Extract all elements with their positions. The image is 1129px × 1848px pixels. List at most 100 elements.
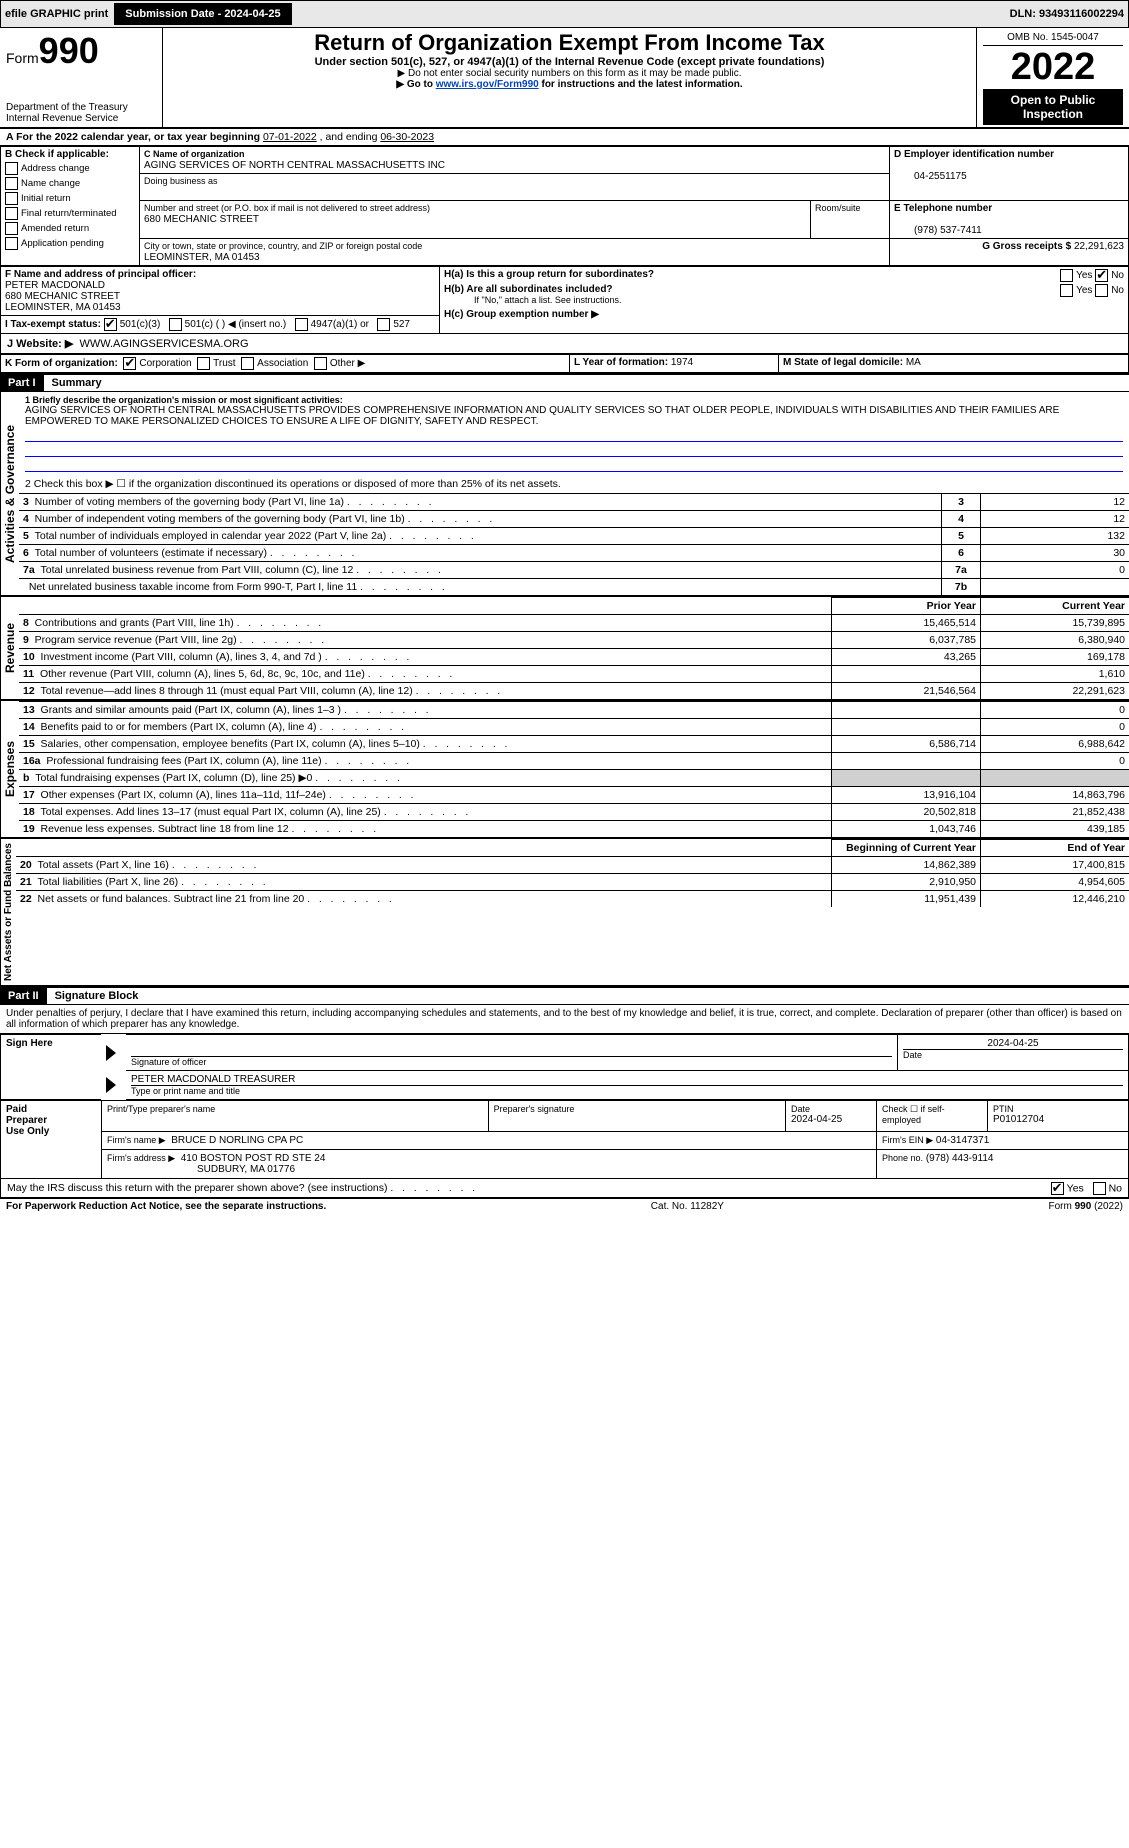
ssn-warning: ▶ Do not enter social security numbers o… <box>169 68 970 79</box>
table-row: 22 Net assets or fund balances. Subtract… <box>16 891 1129 908</box>
dba-label: Doing business as <box>144 176 218 186</box>
page-footer: For Paperwork Reduction Act Notice, see … <box>0 1198 1129 1214</box>
hb-no-checkbox[interactable] <box>1095 284 1108 297</box>
officer-typed-name: PETER MACDONALD TREASURER <box>131 1074 1123 1085</box>
part2-header-row: Part II Signature Block <box>0 987 1129 1005</box>
officer-name: PETER MACDONALD <box>5 280 105 291</box>
form-number: Form990 <box>6 30 156 72</box>
box-b-item: Name change <box>5 177 135 190</box>
corp-checkbox[interactable] <box>123 357 136 370</box>
revenue-table: Prior YearCurrent Year 8 Contributions a… <box>19 597 1129 699</box>
box-b-item: Address change <box>5 162 135 175</box>
h-b-row: H(b) Are all subordinates included? Yes … <box>444 284 1124 295</box>
footer-mid: Cat. No. 11282Y <box>651 1201 724 1212</box>
submission-date-button[interactable]: Submission Date - 2024-04-25 <box>114 3 291 25</box>
preparer-date: 2024-04-25 <box>791 1114 871 1125</box>
table-row: 3 Number of voting members of the govern… <box>19 494 1129 511</box>
footer-left: For Paperwork Reduction Act Notice, see … <box>6 1201 326 1212</box>
box-i-label: I Tax-exempt status: <box>5 319 101 330</box>
dept-treasury: Department of the Treasury <box>6 102 156 113</box>
prior-year-header: Prior Year <box>832 598 981 615</box>
ptin-value: P01012704 <box>993 1114 1123 1125</box>
table-row: 5 Total number of individuals employed i… <box>19 528 1129 545</box>
declaration-text: Under penalties of perjury, I declare th… <box>0 1005 1129 1034</box>
hb-yes-checkbox[interactable] <box>1060 284 1073 297</box>
501c-checkbox[interactable] <box>169 318 182 331</box>
efile-topbar: efile GRAPHIC print Submission Date - 20… <box>0 0 1129 28</box>
line1-label: 1 Briefly describe the organization's mi… <box>25 395 1123 405</box>
side-governance: Activities & Governance <box>0 392 19 595</box>
officer-city: LEOMINSTER, MA 01453 <box>5 302 121 313</box>
firm-name: BRUCE D NORLING CPA PC <box>171 1135 303 1146</box>
box-f-label: F Name and address of principal officer: <box>5 269 196 280</box>
arrow-icon <box>106 1077 116 1093</box>
table-row: 20 Total assets (Part X, line 16)14,862,… <box>16 857 1129 874</box>
firm-addr1: 410 BOSTON POST RD STE 24 <box>181 1153 326 1164</box>
discuss-no-checkbox[interactable] <box>1093 1182 1106 1195</box>
dln-label: DLN: 93493116002294 <box>1010 8 1124 20</box>
footer-right: Form 990 (2022) <box>1049 1201 1123 1212</box>
checkbox[interactable] <box>5 192 18 205</box>
side-revenue: Revenue <box>0 597 19 699</box>
part2-badge: Part II <box>0 988 47 1004</box>
klm-row: K Form of organization: Corporation Trus… <box>0 354 1129 374</box>
501c3-checkbox[interactable] <box>104 318 117 331</box>
box-b-item: Final return/terminated <box>5 207 135 220</box>
paid-preparer-label: Paid Preparer Use Only <box>1 1101 102 1179</box>
website-url: WWW.AGINGSERVICESMA.ORG <box>79 338 248 350</box>
table-row: 4 Number of independent voting members o… <box>19 511 1129 528</box>
discuss-yes-checkbox[interactable] <box>1051 1182 1064 1195</box>
efile-label: efile GRAPHIC print <box>5 8 108 20</box>
preparer-date-header: Date <box>791 1104 871 1114</box>
begin-year-header: Beginning of Current Year <box>832 840 981 857</box>
expenses-section: Expenses 13 Grants and similar amounts p… <box>0 701 1129 839</box>
checkbox[interactable] <box>5 207 18 220</box>
checkbox[interactable] <box>5 162 18 175</box>
other-checkbox[interactable] <box>314 357 327 370</box>
table-row: 16a Professional fundraising fees (Part … <box>19 753 1129 770</box>
phone-value: (978) 537-7411 <box>894 225 982 236</box>
irs-link[interactable]: www.irs.gov/Form990 <box>436 79 539 90</box>
open-public-badge: Open to Public Inspection <box>983 89 1123 125</box>
table-row: 18 Total expenses. Add lines 13–17 (must… <box>19 804 1129 821</box>
paid-preparer-block: Paid Preparer Use Only Print/Type prepar… <box>0 1100 1129 1179</box>
goto-line: ▶ Go to www.irs.gov/Form990 for instruct… <box>169 79 970 90</box>
revenue-section: Revenue Prior YearCurrent Year 8 Contrib… <box>0 597 1129 701</box>
preparer-name-header: Print/Type preparer's name <box>107 1104 483 1114</box>
end-year-header: End of Year <box>981 840 1129 857</box>
officer-group-grid: F Name and address of principal officer:… <box>0 266 1129 334</box>
checkbox[interactable] <box>5 237 18 250</box>
street-value: 680 MECHANIC STREET <box>144 214 259 225</box>
sign-date-label: Date <box>903 1049 1123 1060</box>
ptin-label: PTIN <box>993 1104 1123 1114</box>
city-value: LEOMINSTER, MA 01453 <box>144 252 260 263</box>
firm-addr2: SUDBURY, MA 01776 <box>107 1164 295 1175</box>
checkbox[interactable] <box>5 222 18 235</box>
self-employed-check: Check ☐ if self-employed <box>882 1104 982 1125</box>
ha-no-checkbox[interactable] <box>1095 269 1108 282</box>
assoc-checkbox[interactable] <box>241 357 254 370</box>
trust-checkbox[interactable] <box>197 357 210 370</box>
line-a: A For the 2022 calendar year, or tax yea… <box>0 129 1129 146</box>
ha-yes-checkbox[interactable] <box>1060 269 1073 282</box>
part2-title: Signature Block <box>47 990 139 1002</box>
4947-checkbox[interactable] <box>295 318 308 331</box>
table-row: 10 Investment income (Part VIII, column … <box>19 649 1129 666</box>
netassets-table: Beginning of Current YearEnd of Year 20 … <box>16 839 1129 907</box>
sign-here-block: Sign Here Signature of officer 2024-04-2… <box>0 1034 1129 1100</box>
box-b-item: Initial return <box>5 192 135 205</box>
firm-phone: (978) 443-9114 <box>926 1153 994 1164</box>
table-row: 19 Revenue less expenses. Subtract line … <box>19 821 1129 838</box>
table-row: 12 Total revenue—add lines 8 through 11 … <box>19 683 1129 700</box>
form-title: Return of Organization Exempt From Incom… <box>169 30 970 56</box>
expenses-table: 13 Grants and similar amounts paid (Part… <box>19 701 1129 837</box>
table-row: 13 Grants and similar amounts paid (Part… <box>19 702 1129 719</box>
table-row: 9 Program service revenue (Part VIII, li… <box>19 632 1129 649</box>
h-a-row: H(a) Is this a group return for subordin… <box>444 269 1124 280</box>
part1-badge: Part I <box>0 375 44 391</box>
officer-street: 680 MECHANIC STREET <box>5 291 120 302</box>
governance-table: 3 Number of voting members of the govern… <box>19 493 1129 595</box>
527-checkbox[interactable] <box>377 318 390 331</box>
checkbox[interactable] <box>5 177 18 190</box>
part1-header-row: Part I Summary <box>0 374 1129 392</box>
